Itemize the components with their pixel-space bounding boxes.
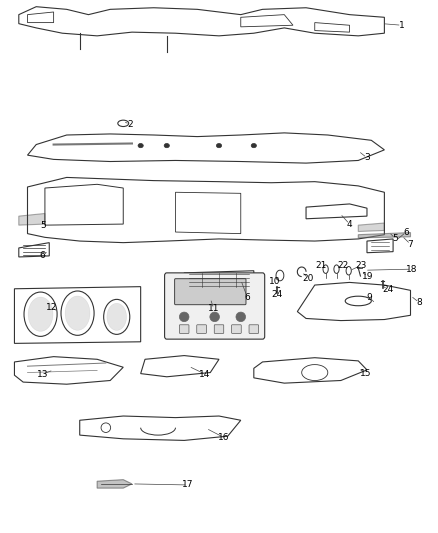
Text: 5: 5 [40,221,46,230]
Text: 3: 3 [364,154,370,163]
Text: 21: 21 [316,261,327,270]
FancyBboxPatch shape [197,325,206,333]
Ellipse shape [65,296,90,330]
Text: 16: 16 [218,433,229,442]
Text: 15: 15 [360,369,372,378]
Text: 4: 4 [347,220,353,229]
Polygon shape [97,480,132,488]
Text: 5: 5 [392,234,398,243]
Text: 6: 6 [40,252,46,261]
Text: 12: 12 [46,303,57,312]
Text: 22: 22 [337,261,349,270]
Ellipse shape [251,143,256,148]
Text: 1: 1 [399,21,405,30]
Text: 13: 13 [37,369,49,378]
Ellipse shape [164,143,170,148]
Text: 20: 20 [303,273,314,282]
FancyBboxPatch shape [165,273,265,339]
Text: 6: 6 [244,293,250,302]
Text: 23: 23 [355,261,367,270]
FancyBboxPatch shape [214,325,224,333]
Text: 19: 19 [362,271,374,280]
Text: 17: 17 [182,480,194,489]
Ellipse shape [107,303,127,330]
Ellipse shape [138,143,143,148]
FancyBboxPatch shape [232,325,241,333]
Text: 24: 24 [272,290,283,299]
FancyBboxPatch shape [249,325,258,333]
Polygon shape [19,214,45,225]
FancyBboxPatch shape [175,279,246,305]
Ellipse shape [236,312,246,321]
Text: 10: 10 [269,277,280,286]
Ellipse shape [28,297,53,332]
Text: 2: 2 [127,120,133,129]
Text: 24: 24 [382,285,393,294]
Polygon shape [358,223,385,231]
Ellipse shape [180,312,189,321]
Text: 6: 6 [403,228,409,237]
Text: 7: 7 [408,240,413,249]
Ellipse shape [216,143,222,148]
Text: 14: 14 [199,369,211,378]
Text: 18: 18 [406,265,417,273]
Polygon shape [358,232,410,238]
FancyBboxPatch shape [180,325,189,333]
Text: 11: 11 [208,304,219,313]
Text: 9: 9 [366,293,372,302]
Ellipse shape [210,312,219,321]
Text: 8: 8 [417,298,422,307]
